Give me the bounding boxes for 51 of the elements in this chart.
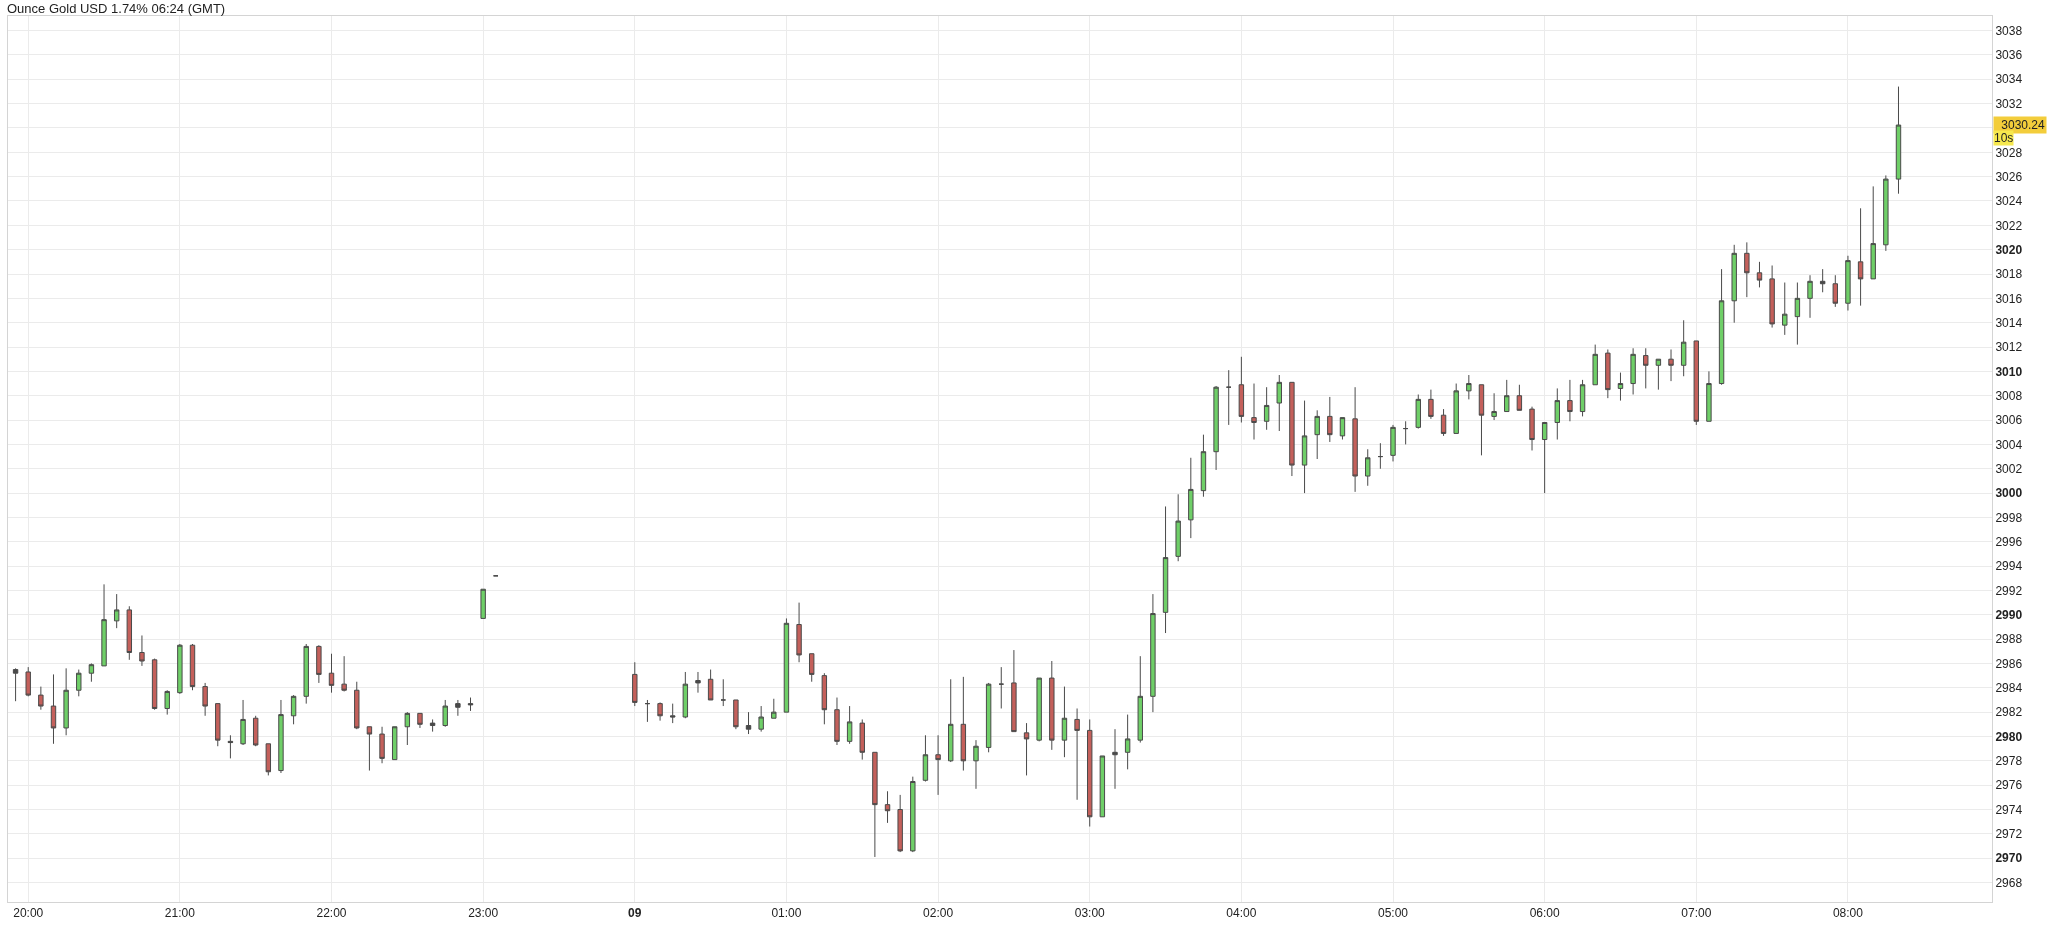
text: 10s: [1994, 131, 2014, 145]
y-tick-label: 2990: [1995, 607, 2023, 622]
x-tick-label: 04:00: [1226, 906, 1257, 921]
text: 3030.24: [2001, 118, 2045, 132]
y-tick-label: 2998: [1995, 510, 2023, 525]
y-tick-label: 2982: [1995, 705, 2023, 720]
y-tick-label: 3000: [1995, 486, 2023, 501]
y-tick-label: 3034: [1995, 72, 2023, 87]
x-tick-label: 23:00: [468, 906, 499, 921]
x-tick-label: 22:00: [316, 906, 347, 921]
y-tick-label: 3004: [1995, 437, 2023, 452]
y-tick-label: 3006: [1995, 413, 2023, 428]
x-tick-label: 05:00: [1377, 906, 1409, 921]
y-tick-label: 3002: [1995, 461, 2023, 476]
y-tick-label: 3014: [1995, 315, 2023, 330]
y-tick-label: 2978: [1995, 754, 2023, 769]
y-tick-label: 3010: [1995, 364, 2023, 379]
y-tick-label: 3036: [1995, 48, 2023, 63]
y-tick-label: 2976: [1995, 778, 2023, 793]
y-tick-label: 3022: [1995, 218, 2023, 233]
y-tick-label: 3012: [1995, 340, 2023, 355]
x-tick-label: 06:00: [1529, 906, 1560, 921]
y-tick-label: 3018: [1995, 267, 2023, 282]
y-tick-label: 2996: [1995, 534, 2023, 549]
y-tick-label: 3020: [1995, 242, 2023, 257]
x-tick-label: 03:00: [1074, 906, 1106, 921]
x-tick-label: 02:00: [923, 906, 954, 921]
y-tick-label: 2986: [1995, 656, 2023, 671]
y-tick-label: 3024: [1995, 194, 2023, 209]
y-tick-label: 2994: [1995, 559, 2023, 574]
y-tick-label: 2980: [1995, 729, 2023, 744]
y-tick-label: 2992: [1995, 583, 2023, 598]
y-tick-label: 2984: [1995, 681, 2023, 695]
x-tick-label: 01:00: [771, 906, 802, 921]
x-tick-label: 08:00: [1832, 906, 1864, 921]
y-tick-label: 3008: [1995, 388, 2023, 403]
x-tick-label: 21:00: [164, 906, 196, 921]
y-tick-label: 2988: [1995, 632, 2023, 647]
y-tick-label: 3016: [1995, 291, 2023, 306]
y-tick-label: 3028: [1995, 145, 2023, 160]
x-tick-label: 09: [628, 906, 642, 921]
y-tick-label: 2970: [1995, 851, 2023, 866]
chart-title: Ounce Gold USD 1.74% 06:24 (GMT): [7, 0, 226, 16]
x-tick-label: 07:00: [1681, 906, 1712, 921]
y-tick-label: 2974: [1995, 802, 2023, 817]
y-tick-label: 2972: [1995, 827, 2023, 842]
y-tick-label: 3026: [1995, 169, 2023, 184]
y-tick-label: 3032: [1995, 96, 2023, 111]
x-tick-label: 20:00: [13, 906, 44, 921]
y-tick-label: 2968: [1995, 875, 2023, 890]
y-tick-label: 3038: [1995, 23, 2023, 38]
